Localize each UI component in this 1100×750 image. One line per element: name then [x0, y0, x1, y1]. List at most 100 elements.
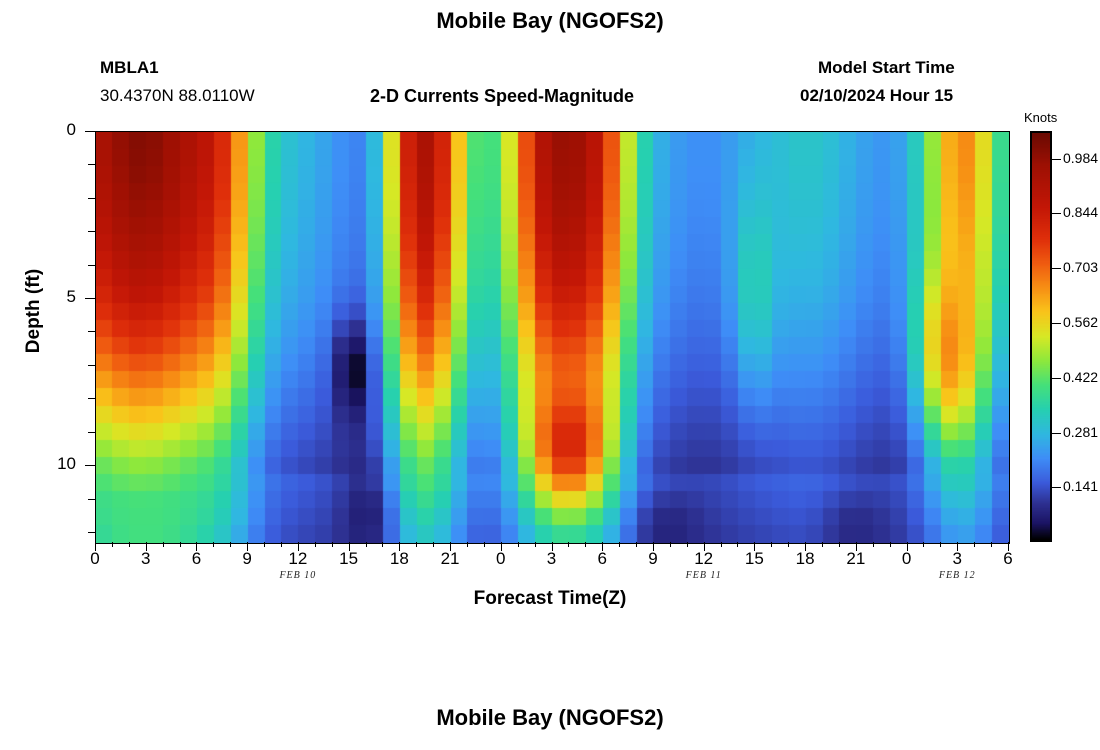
x-tick-minor	[483, 542, 485, 547]
y-tick-minor	[88, 364, 95, 366]
x-tick-label: 15	[339, 549, 359, 568]
colorbar-tick-label: 0.844	[1063, 204, 1099, 221]
x-tick-minor	[585, 542, 587, 547]
x-tick-major	[247, 542, 249, 551]
colorbar-tick-label: 0.281	[1063, 423, 1099, 440]
colorbar-tick	[1052, 432, 1061, 434]
x-tick-label: 0	[496, 549, 506, 568]
x-tick-label: 18	[795, 549, 815, 568]
x-tick-minor	[889, 542, 891, 547]
x-tick-minor	[230, 542, 232, 547]
x-tick-minor	[213, 542, 215, 547]
x-tick-major	[196, 542, 198, 551]
x-tick-major	[500, 542, 502, 551]
y-tick-minor	[88, 398, 95, 400]
day-label: FEB 10	[279, 570, 317, 581]
y-tick-minor	[88, 498, 95, 500]
x-tick-label: 15	[744, 549, 764, 568]
colorbar-tick-label: 0.703	[1063, 259, 1099, 276]
x-tick-minor	[872, 542, 874, 547]
colorbar-tick-label: 0.141	[1063, 478, 1099, 495]
model-start-time-value: 02/10/2024 Hour 15	[800, 86, 954, 105]
x-tick-label: 3	[140, 549, 151, 568]
colorbar-tick-label: 0.422	[1063, 368, 1099, 385]
colorbar-tick	[1052, 158, 1061, 160]
x-tick-minor	[771, 542, 773, 547]
x-tick-label: 0	[901, 549, 912, 568]
colorbar-tick	[1052, 323, 1061, 325]
x-tick-label: 6	[1003, 549, 1013, 568]
x-tick-major	[450, 542, 452, 551]
x-tick-minor	[923, 542, 925, 547]
x-tick-label: 3	[546, 549, 557, 568]
x-tick-major	[805, 542, 807, 551]
x-tick-label: 6	[597, 549, 607, 568]
x-tick-minor	[568, 542, 570, 547]
y-tick-minor	[88, 197, 95, 199]
y-tick-label: 10	[57, 454, 76, 474]
x-tick-minor	[365, 542, 367, 547]
model-start-time-label: Model Start Time	[818, 58, 955, 77]
page-title-bottom: Mobile Bay (NGOFS2)	[436, 705, 664, 730]
y-axis-title: Depth (ft)	[23, 268, 44, 354]
x-tick-minor	[162, 542, 164, 547]
x-tick-major	[1008, 542, 1009, 551]
y-tick-label: 0	[66, 120, 76, 139]
x-tick-major	[957, 542, 959, 551]
x-tick-minor	[991, 542, 993, 547]
x-tick-minor	[111, 542, 113, 547]
colorbar	[1030, 131, 1052, 542]
x-tick-minor	[974, 542, 976, 547]
x-tick-minor	[737, 542, 739, 547]
x-tick-major	[703, 542, 705, 551]
x-tick-minor	[128, 542, 130, 547]
y-tick-label: 5	[66, 287, 76, 307]
x-tick-minor	[517, 542, 519, 547]
x-tick-label: 9	[648, 549, 658, 568]
x-tick-major	[551, 542, 553, 551]
page-title: Mobile Bay (NGOFS2)	[436, 8, 664, 33]
x-tick-minor	[720, 542, 722, 547]
x-tick-major	[399, 542, 401, 551]
colorbar-tick	[1052, 268, 1061, 270]
y-tick-major	[85, 465, 95, 467]
x-tick-label: 3	[952, 549, 962, 568]
x-tick-minor	[686, 542, 688, 547]
x-tick-major	[652, 542, 654, 551]
x-tick-label: 12	[288, 549, 308, 568]
x-tick-major	[297, 542, 299, 551]
colorbar-tick	[1052, 487, 1061, 489]
colorbar-canvas	[1032, 133, 1050, 540]
station-coordinates: 30.4370N 88.0110W	[100, 86, 255, 105]
day-label: FEB 11	[685, 570, 722, 581]
x-tick-minor	[179, 542, 181, 547]
heatmap-plot-area	[95, 131, 1010, 544]
day-label: FEB 12	[938, 570, 976, 581]
colorbar-tick-label: 0.562	[1063, 314, 1099, 331]
x-tick-minor	[669, 542, 671, 547]
x-tick-label: 0	[90, 549, 100, 568]
colorbar-tick-label: 0.984	[1063, 149, 1099, 166]
x-tick-major	[855, 542, 857, 551]
x-tick-label: 18	[389, 549, 409, 568]
x-tick-major	[145, 542, 147, 551]
chart-subtitle: 2-D Currents Speed-Magnitude	[370, 86, 635, 106]
y-tick-minor	[88, 531, 95, 533]
x-tick-minor	[280, 542, 282, 547]
x-tick-major	[602, 542, 604, 551]
y-tick-minor	[88, 431, 95, 433]
x-tick-minor	[940, 542, 942, 547]
x-tick-minor	[382, 542, 384, 547]
x-tick-minor	[331, 542, 333, 547]
x-tick-minor	[264, 542, 266, 547]
x-tick-label: 21	[440, 549, 460, 568]
x-tick-label: 9	[242, 549, 252, 568]
x-tick-minor	[619, 542, 621, 547]
x-tick-minor	[416, 542, 418, 547]
x-tick-minor	[636, 542, 638, 547]
x-tick-minor	[314, 542, 316, 547]
x-tick-label: 12	[694, 549, 714, 568]
x-tick-minor	[822, 542, 824, 547]
y-tick-minor	[88, 231, 95, 233]
